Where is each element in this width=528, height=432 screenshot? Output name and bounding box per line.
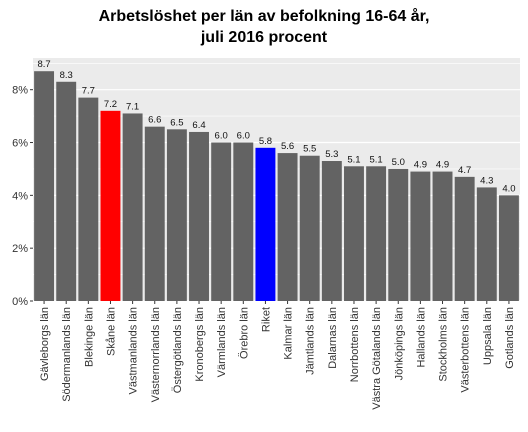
y-tick-label: 8% [12, 85, 28, 97]
bar [56, 81, 77, 302]
x-tick-label: Västernorrlands län [150, 307, 162, 402]
data-label: 6.5 [170, 117, 183, 128]
data-label: 6.4 [192, 120, 205, 131]
bar [498, 195, 519, 301]
bars [34, 71, 519, 302]
data-label: 4.7 [458, 165, 471, 176]
bar [321, 161, 342, 301]
x-tick-label: Västra Götalands län [371, 307, 383, 410]
x-tick-label: Örebro län [238, 307, 250, 359]
bar [432, 171, 453, 301]
data-labels: 8.7 8.3 7.7 7.2 7.1 6.6 6.5 6.4 6.0 6.0 5.8 5.6 5.5 5… [37, 59, 515, 194]
bar [189, 131, 209, 301]
bar [144, 126, 165, 301]
chart-title-line-1: Arbetslöshet per län av befolkning 16-64… [98, 8, 430, 25]
x-tick-label: Dalarnas län [327, 307, 339, 369]
y-axis: 0% 2% 4% 6% 8% [12, 85, 33, 308]
data-label: 5.8 [259, 136, 272, 147]
data-label: 4.0 [502, 183, 515, 194]
data-label: 5.1 [347, 154, 360, 165]
data-label: 6.6 [148, 115, 161, 126]
data-label: 4.9 [414, 160, 427, 171]
x-tick-label: Värmlands län [216, 307, 228, 377]
x-tick-label: Jönköpings län [393, 307, 405, 380]
bar [255, 147, 276, 301]
bar [454, 176, 475, 301]
x-tick-label: Hallands län [415, 307, 427, 368]
chart-title: Arbetslöshet per län av befolkning 16-64… [0, 6, 528, 48]
bar [100, 110, 121, 302]
x-tick-label: Kalmar län [283, 307, 295, 360]
x-tick-label: Blekinge län [83, 307, 95, 367]
data-label: 8.3 [60, 70, 73, 81]
y-tick-label: 4% [12, 190, 28, 202]
x-tick-label: Stockholms län [438, 307, 450, 382]
x-tick-label: Södermanlands län [61, 307, 73, 402]
x-axis: Gävleborgs län Södermanlands län Blekinge … [39, 301, 516, 410]
data-label: 6.0 [237, 131, 250, 142]
x-tick-label: Västerbottens län [460, 307, 472, 393]
x-tick-label: Kronobergs län [194, 307, 206, 382]
bar [388, 168, 409, 301]
bar [122, 113, 143, 301]
x-tick-label: Skåne län [105, 307, 117, 356]
data-label: 5.1 [370, 154, 383, 165]
y-tick-label: 0% [12, 296, 28, 308]
x-tick-label: Jämtlands län [305, 307, 317, 375]
x-tick-label: Uppsala län [482, 307, 494, 365]
data-label: 5.5 [303, 144, 316, 155]
bar [233, 142, 254, 301]
x-tick-label: Gotlands län [504, 307, 516, 369]
x-tick-label: Norrbottens län [349, 307, 361, 382]
data-label: 7.7 [82, 86, 95, 97]
x-tick-label: Västmanlands län [128, 307, 140, 394]
x-tick-label: Gävleborgs län [39, 307, 51, 381]
data-label: 7.2 [104, 99, 117, 110]
y-tick-label: 2% [12, 243, 28, 255]
bar [166, 129, 187, 301]
data-label: 4.3 [480, 175, 493, 186]
data-label: 5.0 [392, 157, 405, 168]
data-label: 4.9 [436, 160, 449, 171]
bar [476, 187, 497, 301]
bar [366, 166, 387, 301]
bar [299, 155, 320, 301]
data-label: 8.7 [37, 59, 50, 70]
data-label: 7.1 [126, 101, 139, 112]
chart-title-line-2: juli 2016 procent [200, 29, 328, 46]
x-tick-label: Östergötlands län [172, 307, 184, 393]
bar [78, 97, 99, 301]
bar [344, 166, 364, 301]
y-tick-label: 6% [12, 138, 28, 150]
data-label: 6.0 [215, 131, 228, 142]
bar [34, 71, 55, 302]
bar [277, 153, 298, 301]
bar [211, 142, 232, 301]
bar [410, 171, 431, 301]
data-label: 5.6 [281, 141, 294, 152]
x-tick-label: Riket [260, 307, 272, 332]
data-label: 5.3 [325, 149, 338, 160]
